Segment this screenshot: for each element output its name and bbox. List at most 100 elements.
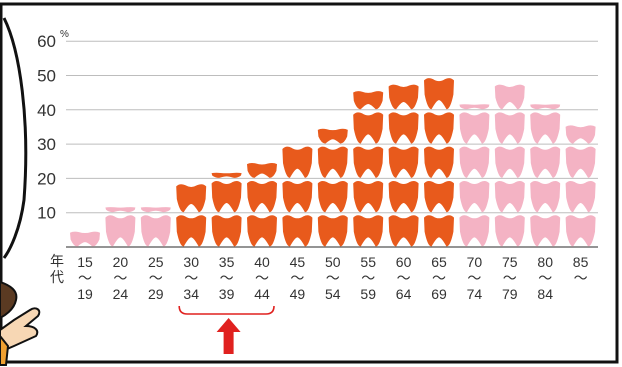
y-tick-label: 30 bbox=[37, 135, 56, 154]
bar bbox=[105, 207, 136, 247]
tooth-icon bbox=[317, 128, 348, 144]
tooth-icon bbox=[494, 84, 525, 110]
tooth-icon bbox=[459, 104, 490, 110]
y-tick-label: 40 bbox=[37, 101, 56, 120]
tooth-icon bbox=[530, 104, 561, 110]
bar bbox=[388, 84, 419, 247]
tooth-icon bbox=[459, 146, 490, 178]
tooth-icon bbox=[176, 184, 207, 213]
tooth-icon bbox=[353, 180, 384, 213]
tooth-icon bbox=[140, 215, 171, 247]
tooth-icon bbox=[176, 215, 207, 247]
tooth-icon bbox=[317, 215, 348, 247]
x-tick-label: 75〜79 bbox=[502, 254, 518, 302]
svg-text:50: 50 bbox=[325, 254, 341, 270]
svg-text:39: 39 bbox=[219, 286, 235, 302]
svg-text:34: 34 bbox=[183, 286, 199, 302]
x-tick-label: 80〜84 bbox=[537, 254, 553, 302]
tooth-icon bbox=[388, 84, 419, 110]
speech-bubble-edge bbox=[2, 17, 28, 259]
svg-text:60: 60 bbox=[396, 254, 412, 270]
svg-text:45: 45 bbox=[290, 254, 306, 270]
bar bbox=[565, 125, 596, 247]
tooth-icon bbox=[565, 215, 596, 247]
tooth-icon bbox=[424, 146, 454, 178]
x-tick-label: 35〜39 bbox=[219, 254, 235, 302]
svg-text:年: 年 bbox=[50, 253, 64, 269]
pointing-hand-icon bbox=[0, 307, 41, 354]
x-tick-label: 45〜49 bbox=[290, 254, 306, 302]
highlight-bracket bbox=[178, 305, 275, 354]
tooth-icon bbox=[105, 215, 136, 247]
tooth-icon bbox=[424, 78, 454, 110]
svg-text:80: 80 bbox=[537, 254, 553, 270]
x-tick-label: 65〜69 bbox=[431, 254, 447, 302]
tooth-icon bbox=[211, 215, 242, 247]
svg-text:49: 49 bbox=[290, 286, 306, 302]
svg-text:85: 85 bbox=[573, 254, 589, 270]
character-peeking bbox=[0, 280, 41, 366]
svg-text:15: 15 bbox=[77, 254, 93, 270]
svg-text:〜: 〜 bbox=[255, 270, 269, 286]
svg-text:84: 84 bbox=[537, 286, 553, 302]
svg-text:19: 19 bbox=[77, 286, 93, 302]
tooth-icon bbox=[459, 112, 490, 144]
tooth-icon bbox=[353, 112, 384, 144]
svg-text:54: 54 bbox=[325, 286, 341, 302]
svg-text:75: 75 bbox=[502, 254, 518, 270]
tooth-icon bbox=[353, 215, 384, 247]
svg-text:70: 70 bbox=[467, 254, 483, 270]
x-tick-label: 30〜34 bbox=[183, 254, 199, 302]
svg-text:40: 40 bbox=[254, 254, 270, 270]
svg-text:〜: 〜 bbox=[113, 270, 127, 286]
svg-text:59: 59 bbox=[360, 286, 376, 302]
svg-text:〜: 〜 bbox=[397, 270, 411, 286]
tooth-icon bbox=[353, 146, 384, 178]
tooth-icon bbox=[317, 180, 348, 213]
tooth-icon bbox=[353, 91, 384, 110]
tooth-icon bbox=[211, 172, 242, 178]
bar bbox=[494, 84, 525, 247]
tooth-icon bbox=[388, 112, 419, 144]
svg-text:69: 69 bbox=[431, 286, 447, 302]
tooth-icon bbox=[388, 180, 419, 213]
tooth-icon bbox=[211, 180, 242, 213]
tooth-icon bbox=[282, 180, 313, 213]
tooth-icon bbox=[530, 180, 561, 213]
x-tick-label: 20〜24 bbox=[113, 254, 129, 302]
svg-text:〜: 〜 bbox=[220, 270, 234, 286]
bar bbox=[176, 184, 207, 247]
tooth-icon bbox=[317, 146, 348, 178]
x-tick-label: 50〜54 bbox=[325, 254, 341, 302]
bars bbox=[70, 78, 596, 247]
y-unit-label: % bbox=[60, 29, 69, 40]
bar bbox=[459, 104, 490, 247]
tooth-icon bbox=[530, 215, 561, 247]
tooth-icon bbox=[494, 146, 525, 178]
bar bbox=[282, 146, 313, 247]
y-axis-ticks: 10 20 30 40 50 60 bbox=[37, 32, 56, 222]
tooth-icon bbox=[494, 112, 525, 144]
bar bbox=[247, 163, 277, 247]
x-tick-label: 40〜44 bbox=[254, 254, 270, 302]
svg-text:30: 30 bbox=[183, 254, 199, 270]
tooth-icon bbox=[388, 215, 419, 247]
tooth-icon bbox=[424, 215, 454, 247]
tooth-icon bbox=[247, 163, 277, 178]
y-tick-label: 60 bbox=[37, 32, 56, 51]
tooth-icon bbox=[247, 215, 277, 247]
y-tick-label: 20 bbox=[37, 169, 56, 188]
tooth-icon bbox=[494, 180, 525, 213]
svg-text:65: 65 bbox=[431, 254, 447, 270]
svg-text:〜: 〜 bbox=[290, 270, 304, 286]
svg-text:74: 74 bbox=[467, 286, 483, 302]
tooth-icon bbox=[565, 125, 596, 144]
tooth-icon bbox=[459, 180, 490, 213]
tooth-icon bbox=[247, 180, 277, 213]
bar bbox=[140, 207, 171, 247]
svg-text:〜: 〜 bbox=[432, 270, 446, 286]
svg-text:〜: 〜 bbox=[574, 270, 588, 286]
x-tick-label: 55〜59 bbox=[360, 254, 376, 302]
up-arrow-icon bbox=[216, 318, 241, 354]
bar bbox=[530, 104, 561, 247]
